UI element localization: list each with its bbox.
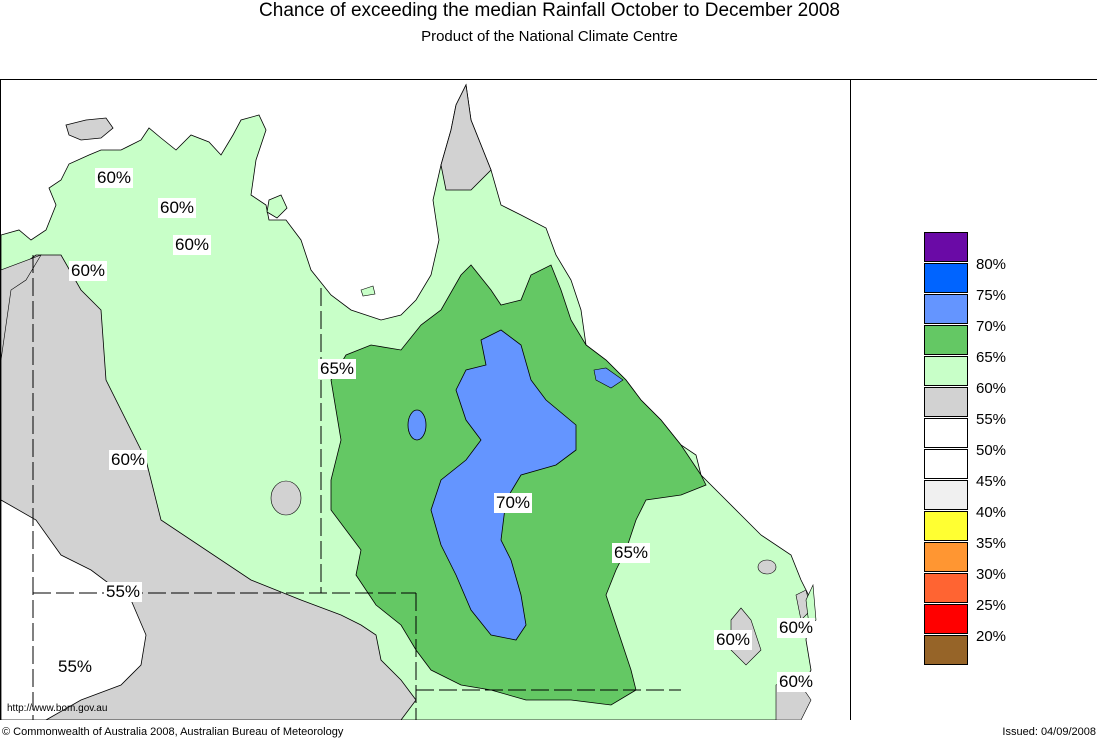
map-label: 55% bbox=[56, 657, 95, 677]
map-label: 60% bbox=[109, 450, 148, 470]
legend-swatch bbox=[924, 387, 968, 417]
map-label: 60% bbox=[714, 630, 753, 650]
legend-swatch bbox=[924, 573, 968, 603]
issued-date: Issued: 04/09/2008 bbox=[1002, 726, 1096, 738]
map-label: 65% bbox=[318, 359, 357, 379]
legend-swatch bbox=[924, 294, 968, 324]
legend-swatch bbox=[924, 418, 968, 448]
region-55-patch-b bbox=[757, 559, 777, 575]
map-label: 60% bbox=[69, 261, 108, 281]
map-title: Chance of exceeding the median Rainfall … bbox=[259, 0, 840, 21]
source-url: http://www.bom.gov.au bbox=[7, 703, 108, 714]
legend-label: 55% bbox=[976, 411, 1007, 428]
map-label: 60% bbox=[173, 235, 212, 255]
map-label: 60% bbox=[158, 198, 197, 218]
legend-swatch bbox=[924, 511, 968, 541]
region-70 bbox=[430, 329, 577, 641]
legend-swatch bbox=[924, 232, 968, 262]
legend-swatch bbox=[924, 635, 968, 665]
map-label: 55% bbox=[104, 582, 143, 602]
map-label: 65% bbox=[612, 543, 651, 563]
legend-label: 60% bbox=[976, 380, 1007, 397]
legend-swatch bbox=[924, 480, 968, 510]
map-label: 60% bbox=[95, 168, 134, 188]
legend-label: 65% bbox=[976, 349, 1007, 366]
legend-label: 75% bbox=[976, 287, 1007, 304]
region-55-cape bbox=[440, 83, 492, 191]
legend-label: 70% bbox=[976, 318, 1007, 335]
legend-label: 45% bbox=[976, 473, 1007, 490]
rainfall-map bbox=[1, 80, 850, 720]
legend: 80% 75% 70% 65% 60% 55% 50% 45% 40% 35% 30% 25% 20% bbox=[850, 80, 1099, 720]
region-70-small bbox=[407, 409, 427, 441]
region-70-coast bbox=[593, 367, 624, 389]
legend-label: 25% bbox=[976, 597, 1007, 614]
legend-label: 20% bbox=[976, 628, 1007, 645]
island-fraser bbox=[805, 583, 817, 626]
map-label: 60% bbox=[777, 672, 816, 692]
legend-swatch bbox=[924, 325, 968, 355]
legend-label: 35% bbox=[976, 535, 1007, 552]
legend-label: 80% bbox=[976, 256, 1007, 273]
region-50-southwest bbox=[1, 499, 147, 720]
legend-swatch bbox=[924, 604, 968, 634]
legend-swatch bbox=[924, 263, 968, 293]
island-melville bbox=[65, 117, 114, 141]
map-subtitle: Product of the National Climate Centre bbox=[421, 28, 678, 45]
region-55-northwest bbox=[1, 254, 42, 361]
map-label: 70% bbox=[494, 493, 533, 513]
legend-swatch bbox=[924, 356, 968, 386]
legend-swatch bbox=[924, 449, 968, 479]
copyright-notice: © Commonwealth of Australia 2008, Austra… bbox=[2, 726, 344, 738]
region-55-patch-a bbox=[270, 480, 302, 516]
state-borders bbox=[32, 255, 681, 720]
legend-label: 40% bbox=[976, 504, 1007, 521]
map-label: 60% bbox=[777, 618, 816, 638]
legend-label: 50% bbox=[976, 442, 1007, 459]
legend-label: 30% bbox=[976, 566, 1007, 583]
island-groote bbox=[266, 194, 288, 219]
legend-swatch bbox=[924, 542, 968, 572]
island-mornington bbox=[360, 285, 376, 297]
